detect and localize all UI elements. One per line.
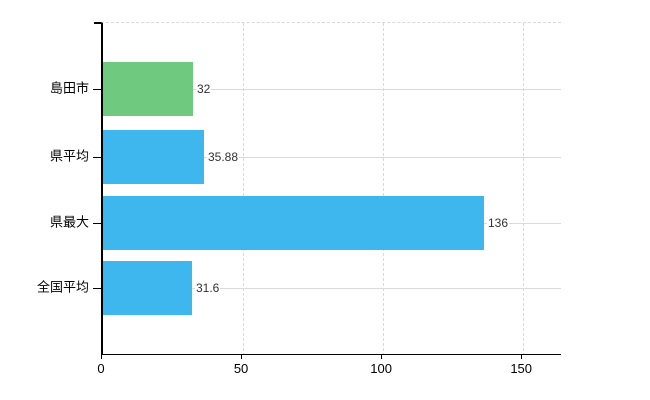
vertical-gridline-50 bbox=[243, 23, 245, 354]
vertical-gridline-100 bbox=[383, 23, 385, 354]
category-label-島田市: 島田市 bbox=[49, 80, 89, 96]
x-axis-tick-150 bbox=[521, 354, 523, 359]
value-label-全国平均: 31.6 bbox=[195, 281, 221, 295]
category-label-県平均: 県平均 bbox=[49, 148, 89, 164]
plot-area: 32 35.88 136 31.6 bbox=[93, 22, 561, 355]
x-axis-label-50: 50 bbox=[233, 361, 249, 376]
y-axis-tick bbox=[93, 157, 101, 158]
x-axis-label-0: 0 bbox=[97, 361, 105, 376]
x-axis-tick-0 bbox=[101, 354, 102, 359]
x-axis-tick-50 bbox=[241, 354, 243, 359]
x-axis-tick-100 bbox=[381, 354, 383, 359]
horizontal-gridline bbox=[103, 288, 561, 289]
y-axis-tick bbox=[93, 223, 101, 224]
y-axis-tick bbox=[93, 89, 101, 90]
value-label-県平均: 35.88 bbox=[207, 150, 240, 164]
value-label-島田市: 32 bbox=[196, 82, 212, 96]
value-label-県最大: 136 bbox=[487, 216, 510, 230]
category-label-全国平均: 全国平均 bbox=[36, 279, 89, 295]
x-axis-label-150: 150 bbox=[510, 361, 533, 376]
vertical-gridline-150 bbox=[523, 23, 525, 354]
category-label-県最大: 県最大 bbox=[49, 214, 89, 230]
x-axis-label-100: 100 bbox=[370, 361, 392, 376]
y-axis-tick bbox=[93, 288, 101, 289]
bar-島田市 bbox=[103, 62, 193, 116]
horizontal-gridline bbox=[103, 157, 561, 158]
bar-県最大 bbox=[103, 196, 484, 250]
y-axis-top-tick bbox=[94, 22, 101, 24]
horizontal-gridline bbox=[103, 89, 561, 90]
bar-全国平均 bbox=[103, 261, 192, 315]
bar-県平均 bbox=[103, 130, 204, 184]
